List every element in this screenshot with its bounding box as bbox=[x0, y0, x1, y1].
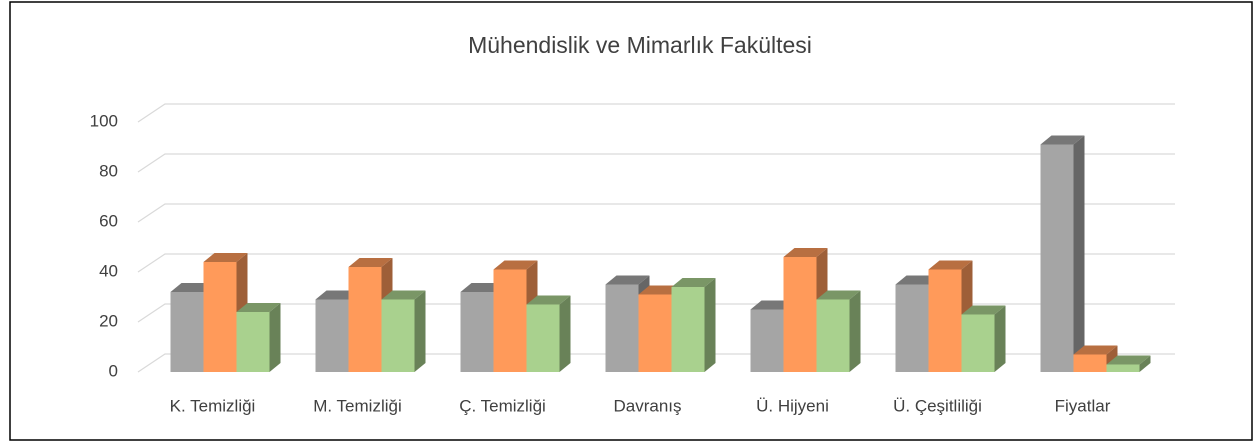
bar-side bbox=[414, 290, 426, 372]
bar-top bbox=[526, 295, 571, 305]
bar-top bbox=[961, 305, 1006, 315]
y-tick-label: 80 bbox=[99, 161, 118, 180]
chart-title: Mühendislik ve Mimarlık Fakültesi bbox=[468, 32, 812, 58]
bar bbox=[1040, 135, 1085, 372]
bar-side bbox=[849, 290, 861, 372]
y-tick-label: 20 bbox=[99, 311, 118, 330]
bar-front bbox=[638, 294, 672, 372]
bar bbox=[1106, 355, 1151, 372]
bar-side bbox=[559, 295, 571, 372]
bar-side bbox=[1139, 355, 1151, 372]
grid-line bbox=[137, 153, 1175, 173]
bar-top bbox=[671, 278, 716, 287]
y-tick-label: 60 bbox=[99, 211, 118, 230]
bar-front bbox=[460, 292, 494, 372]
bar-front bbox=[236, 312, 270, 372]
bar-side bbox=[269, 303, 281, 372]
bar-front bbox=[348, 267, 382, 372]
x-tick-label: Ü. Hijyeni bbox=[756, 396, 829, 415]
bar-front bbox=[315, 299, 349, 372]
bar bbox=[961, 305, 1006, 372]
bar-side bbox=[1073, 135, 1085, 372]
x-tick-label: Ç. Temizliği bbox=[459, 396, 546, 415]
bar-top bbox=[1106, 355, 1151, 365]
y-tick-label: 40 bbox=[99, 261, 118, 280]
bar-front bbox=[170, 292, 204, 372]
grid-line bbox=[137, 253, 1175, 273]
bar bbox=[1073, 345, 1118, 372]
bar bbox=[671, 278, 716, 372]
bar-front bbox=[203, 262, 237, 372]
bar-front bbox=[928, 269, 962, 372]
y-tick-label: 100 bbox=[90, 111, 118, 130]
bar bbox=[381, 290, 426, 372]
bar-side bbox=[704, 278, 716, 372]
x-tick-label: K. Temizliği bbox=[170, 396, 256, 415]
bar bbox=[783, 248, 828, 372]
bar-front bbox=[816, 299, 850, 372]
bar-front bbox=[671, 287, 705, 372]
x-tick-label: Davranış bbox=[613, 396, 681, 415]
bar-front bbox=[605, 284, 639, 372]
y-tick-label: 0 bbox=[109, 361, 118, 380]
bar-top bbox=[605, 275, 650, 285]
x-tick-label: Fiyatlar bbox=[1055, 396, 1111, 415]
bar-top bbox=[493, 260, 538, 270]
bar-front bbox=[381, 299, 415, 372]
grid-line bbox=[137, 103, 1175, 123]
bar-front bbox=[750, 309, 784, 372]
bar-front bbox=[895, 284, 929, 372]
bar bbox=[236, 303, 281, 372]
bar-front bbox=[526, 304, 560, 372]
bar-top bbox=[1040, 135, 1085, 145]
bar bbox=[526, 295, 571, 372]
bar-front bbox=[1040, 144, 1074, 372]
bar-top bbox=[816, 290, 861, 300]
bar-front bbox=[783, 257, 817, 372]
grid-line bbox=[137, 203, 1175, 223]
bar-front bbox=[1073, 354, 1107, 372]
bar-top bbox=[783, 248, 828, 257]
bar-front bbox=[961, 314, 995, 372]
bar-top bbox=[381, 290, 426, 300]
bar-top bbox=[348, 258, 393, 267]
bar-side bbox=[994, 305, 1006, 372]
x-tick-label: Ü. Çeşitliliği bbox=[893, 396, 982, 415]
bar-front bbox=[493, 269, 527, 372]
bar-top bbox=[928, 260, 973, 270]
bar-top bbox=[1073, 345, 1118, 355]
x-tick-label: M. Temizliği bbox=[313, 396, 401, 415]
bar bbox=[816, 290, 861, 372]
bar-front bbox=[1106, 364, 1140, 372]
bar-top bbox=[203, 253, 248, 262]
bar-top bbox=[236, 303, 281, 312]
